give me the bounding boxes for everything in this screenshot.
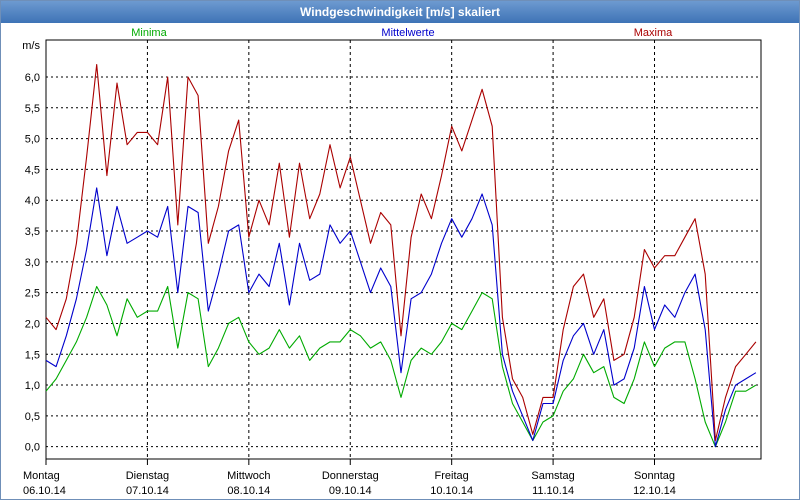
y-tick-label: 4,5	[25, 164, 40, 176]
y-tick-label: 3,0	[25, 257, 40, 269]
x-tick-date: 10.10.14	[430, 485, 473, 497]
x-tick-date: 08.10.14	[227, 485, 270, 497]
x-tick-date: 12.10.14	[633, 485, 676, 497]
y-tick-label: 0,5	[25, 411, 40, 423]
y-tick-label: 5,5	[25, 103, 40, 115]
y-tick-label: 1,0	[25, 380, 40, 392]
window-title: Windgeschwindigkeit [m/s] skaliert	[1, 1, 799, 23]
y-tick-label: 4,0	[25, 195, 40, 207]
y-tick-label: 3,5	[25, 226, 40, 238]
series-line-maxima	[45, 64, 757, 442]
x-tick-day: Samstag	[531, 470, 574, 482]
y-tick-label: 2,0	[25, 318, 40, 330]
x-tick-day: Sonntag	[634, 470, 675, 482]
y-tick-label: 0,0	[25, 442, 40, 454]
y-axis-label: m/s	[22, 40, 40, 52]
x-tick-date: 07.10.14	[126, 485, 169, 497]
plot-frame	[45, 39, 762, 460]
x-tick-day: Freitag	[435, 470, 469, 482]
x-tick-day: Donnerstag	[322, 470, 379, 482]
y-tick-label: 6,0	[25, 72, 40, 84]
y-tick-label: 5,0	[25, 134, 40, 146]
legend-minima: Minima	[131, 27, 167, 39]
y-tick-label: 1,5	[25, 349, 40, 361]
legend-mittelwerte: Mittelwerte	[381, 27, 434, 39]
x-tick-day: Mittwoch	[227, 470, 270, 482]
series-line-mittelwerte	[45, 187, 757, 448]
x-tick-day: Dienstag	[126, 470, 169, 482]
legend-maxima: Maxima	[634, 27, 673, 39]
x-tick-date: 11.10.14	[532, 485, 574, 497]
x-tick-date: 06.10.14	[23, 485, 66, 497]
y-tick-label: 2,5	[25, 288, 40, 300]
x-tick-date: 09.10.14	[329, 485, 372, 497]
series-line-minima	[45, 285, 757, 448]
x-tick-day: Montag	[23, 470, 60, 482]
